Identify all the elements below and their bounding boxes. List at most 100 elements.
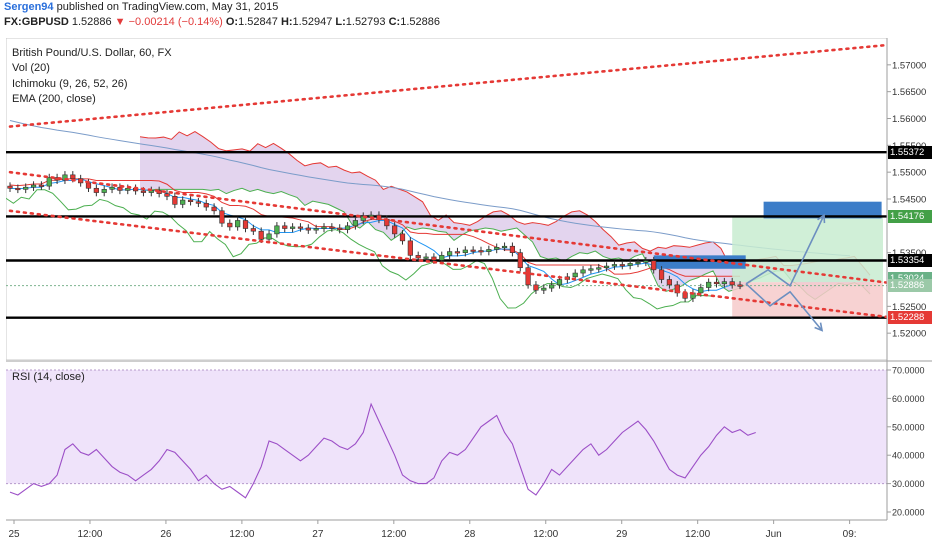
candle xyxy=(549,281,555,292)
time-tick-label: 12:00 xyxy=(533,529,558,540)
candle-body-down xyxy=(666,279,672,286)
time-tick-label: 27 xyxy=(312,529,324,540)
price-tag: 1.55372 xyxy=(888,145,932,159)
candle-body-up xyxy=(446,251,453,256)
candle-body-up xyxy=(494,247,500,250)
symbol: FX:GBPUSD xyxy=(4,16,69,28)
candle-body-up xyxy=(549,284,555,289)
time-tick-label: 12:00 xyxy=(77,529,102,540)
candle-body-up xyxy=(462,249,468,253)
candle-body-down xyxy=(282,225,288,229)
published-text: published on TradingView.com, May 31, 20… xyxy=(56,1,279,13)
candle xyxy=(619,260,625,270)
high-label: H: xyxy=(280,16,293,28)
candle xyxy=(23,183,29,194)
candle xyxy=(282,222,288,233)
candle-body-up xyxy=(46,177,52,187)
candle xyxy=(7,182,13,193)
legend-ema[interactable]: EMA (200, close) xyxy=(12,93,96,105)
time-tick-label: 12:00 xyxy=(229,529,254,540)
time-tick-label: 29 xyxy=(616,529,628,540)
candle xyxy=(195,197,202,208)
candle-body-up xyxy=(23,186,29,190)
candle-body-down xyxy=(509,245,516,253)
time-tick-label: 09: xyxy=(843,529,857,540)
price-tick-label: 1.52000 xyxy=(892,329,926,340)
author-name[interactable]: Sergen94 xyxy=(4,1,54,13)
price-tick-label: 1.56500 xyxy=(892,87,926,98)
time-tick-label: Jun xyxy=(766,529,782,540)
candle-body-up xyxy=(439,255,445,261)
candle-body-down xyxy=(533,284,539,291)
candle xyxy=(580,266,586,277)
projection-up-arrow-head xyxy=(817,213,826,224)
price-tick-label: 1.56000 xyxy=(892,114,926,125)
candle xyxy=(470,246,476,255)
candle xyxy=(596,263,602,273)
rsi-tick-label: 60.0000 xyxy=(892,394,925,404)
candle xyxy=(242,216,249,233)
candle-body-up xyxy=(30,184,37,188)
candle xyxy=(187,196,194,206)
candle xyxy=(501,242,508,252)
price-change: ▼ −0.00214 (−0.14%) xyxy=(114,16,223,28)
open-value: 1.52847 xyxy=(238,16,278,28)
candle xyxy=(117,183,123,195)
candle-body-down xyxy=(407,240,413,256)
candle-body-down xyxy=(7,185,13,189)
candle xyxy=(454,247,461,257)
legend-vol[interactable]: Vol (20) xyxy=(12,62,50,74)
candle-body-down xyxy=(619,264,625,267)
legend-rsi[interactable]: RSI (14, close) xyxy=(12,371,85,383)
price-tick-label: 1.55000 xyxy=(892,168,926,179)
candle-body-down xyxy=(164,193,170,197)
candle xyxy=(643,256,649,267)
candle-body-down xyxy=(478,250,484,253)
candle-body-up xyxy=(313,228,319,231)
candle-body-down xyxy=(93,187,99,193)
rsi-tick-label: 20.0000 xyxy=(892,508,925,518)
candle-body-down xyxy=(517,252,523,268)
candle xyxy=(541,284,547,294)
candle-body-up xyxy=(274,225,280,235)
candle-body-down xyxy=(297,226,304,229)
candle xyxy=(297,223,304,232)
candle-body-down xyxy=(156,190,162,194)
price-tick-label: 1.52500 xyxy=(892,302,926,313)
rsi-line xyxy=(9,402,756,499)
time-tick-label: 28 xyxy=(464,529,476,540)
time-tick-label: 26 xyxy=(160,529,172,540)
candle-body-down xyxy=(242,220,249,229)
candle xyxy=(352,216,359,230)
projection-down-arrow-head xyxy=(814,322,824,332)
candle-body-up xyxy=(572,272,578,278)
open-label: O: xyxy=(225,16,239,28)
candle xyxy=(713,278,720,288)
candle-body-down xyxy=(211,206,217,212)
candle-body-down xyxy=(187,199,194,202)
candle-body-up xyxy=(125,187,131,191)
price-tick-label: 1.57000 xyxy=(892,60,926,71)
candle xyxy=(399,230,406,245)
candle-body-up xyxy=(423,256,429,259)
candle xyxy=(15,184,21,194)
rsi-tick-label: 50.0000 xyxy=(892,422,925,432)
candle xyxy=(658,266,665,284)
candle xyxy=(164,189,170,201)
candle-body-down xyxy=(729,281,735,286)
candle-body-up xyxy=(588,268,594,271)
candle-body-down xyxy=(431,256,437,261)
candle-body-up xyxy=(580,269,586,274)
candle-body-down xyxy=(117,186,123,191)
candle xyxy=(101,185,107,197)
candle xyxy=(603,262,610,272)
projection-down-arrow xyxy=(745,283,823,331)
legend-ichimoku[interactable]: Ichimoku (9, 26, 52, 26) xyxy=(12,78,128,90)
candle-body-up xyxy=(352,220,359,227)
candle-body-down xyxy=(258,230,264,240)
ema-line xyxy=(9,119,850,257)
candle xyxy=(289,223,296,233)
candle xyxy=(478,246,484,256)
candle xyxy=(446,247,453,260)
